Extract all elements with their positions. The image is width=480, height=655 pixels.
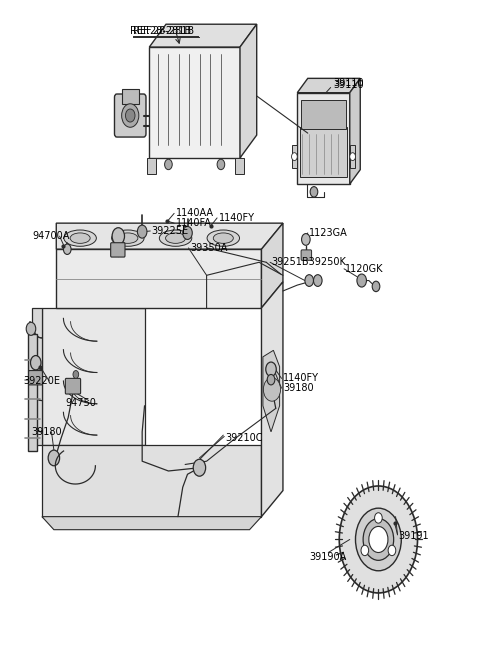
Text: 39110: 39110: [333, 78, 364, 88]
Text: 39180: 39180: [283, 383, 313, 393]
Text: 1140AA: 1140AA: [176, 208, 214, 218]
Circle shape: [310, 187, 318, 197]
Text: 1140FA: 1140FA: [176, 218, 212, 228]
Circle shape: [301, 234, 310, 246]
Circle shape: [369, 527, 388, 553]
FancyBboxPatch shape: [301, 250, 312, 260]
FancyBboxPatch shape: [235, 158, 244, 174]
FancyBboxPatch shape: [65, 379, 81, 394]
Circle shape: [361, 545, 369, 555]
Text: REF.28-281B: REF.28-281B: [132, 26, 194, 37]
Text: 39191: 39191: [398, 531, 429, 541]
Ellipse shape: [159, 230, 192, 246]
Polygon shape: [42, 517, 262, 530]
Polygon shape: [42, 445, 262, 517]
Circle shape: [291, 153, 297, 160]
FancyBboxPatch shape: [291, 145, 297, 168]
FancyBboxPatch shape: [350, 145, 356, 168]
Circle shape: [374, 513, 382, 523]
Polygon shape: [28, 334, 37, 451]
Text: 1123GA: 1123GA: [309, 228, 348, 238]
Text: 39350A: 39350A: [190, 243, 227, 253]
Ellipse shape: [118, 233, 138, 244]
Circle shape: [363, 519, 394, 560]
Text: 1140FY: 1140FY: [218, 213, 254, 223]
Circle shape: [305, 274, 313, 286]
Text: 39220E: 39220E: [23, 376, 60, 386]
Ellipse shape: [112, 230, 144, 246]
Circle shape: [137, 225, 147, 238]
Circle shape: [26, 322, 36, 335]
Circle shape: [217, 159, 225, 170]
Circle shape: [264, 378, 281, 402]
Circle shape: [121, 103, 139, 127]
Polygon shape: [297, 93, 350, 184]
Polygon shape: [56, 250, 262, 308]
Circle shape: [31, 356, 41, 370]
Circle shape: [73, 371, 79, 379]
Text: 1140FY: 1140FY: [283, 373, 319, 383]
Text: 39225E: 39225E: [152, 226, 189, 236]
Ellipse shape: [70, 233, 90, 244]
Circle shape: [63, 244, 71, 254]
Circle shape: [388, 545, 396, 555]
Polygon shape: [149, 47, 240, 158]
Circle shape: [357, 274, 366, 287]
Circle shape: [183, 227, 192, 240]
Text: 39180: 39180: [31, 427, 61, 437]
Circle shape: [165, 159, 172, 170]
Polygon shape: [263, 350, 280, 432]
Text: 39251B39250K: 39251B39250K: [271, 257, 346, 267]
Polygon shape: [42, 308, 144, 445]
Circle shape: [112, 228, 124, 245]
Circle shape: [350, 153, 356, 160]
Polygon shape: [262, 223, 283, 308]
Text: 39190A: 39190A: [310, 552, 347, 562]
Text: 39210C: 39210C: [226, 434, 263, 443]
FancyBboxPatch shape: [147, 158, 156, 174]
FancyBboxPatch shape: [29, 371, 42, 385]
Text: REF.28-281B: REF.28-281B: [130, 26, 192, 36]
Circle shape: [267, 375, 275, 385]
Text: 94700A: 94700A: [33, 231, 70, 241]
Circle shape: [313, 274, 322, 286]
Polygon shape: [240, 24, 257, 158]
Ellipse shape: [213, 233, 233, 244]
FancyBboxPatch shape: [121, 90, 139, 103]
Ellipse shape: [64, 230, 96, 246]
Ellipse shape: [166, 233, 186, 244]
Circle shape: [266, 362, 276, 377]
Circle shape: [372, 281, 380, 291]
Polygon shape: [262, 282, 283, 517]
Polygon shape: [149, 24, 257, 47]
Circle shape: [339, 486, 418, 593]
Circle shape: [356, 508, 401, 571]
Circle shape: [48, 450, 60, 466]
Polygon shape: [297, 79, 360, 93]
Ellipse shape: [207, 230, 240, 246]
FancyBboxPatch shape: [115, 94, 146, 137]
Circle shape: [193, 459, 205, 476]
FancyBboxPatch shape: [301, 100, 346, 129]
Circle shape: [125, 109, 135, 122]
Text: 94750: 94750: [66, 398, 96, 407]
Text: 39110: 39110: [333, 80, 364, 90]
Text: 1120GK: 1120GK: [345, 264, 384, 274]
Polygon shape: [33, 308, 42, 445]
FancyBboxPatch shape: [300, 127, 348, 178]
Polygon shape: [350, 79, 360, 184]
Polygon shape: [56, 223, 283, 250]
FancyBboxPatch shape: [111, 243, 125, 257]
